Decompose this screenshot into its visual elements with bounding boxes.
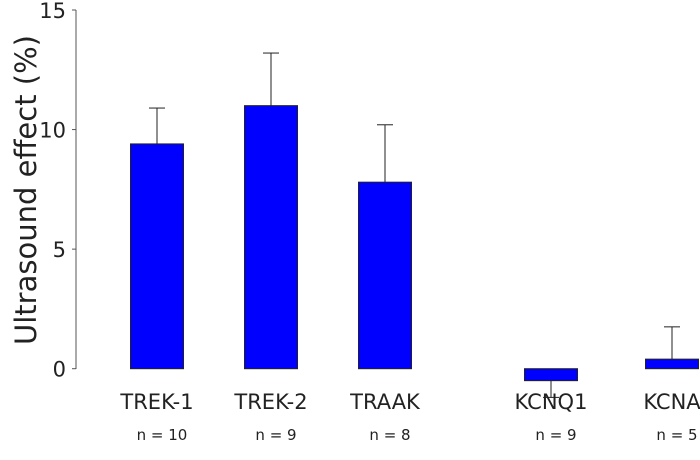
y-tick-label: 10: [39, 119, 66, 143]
category-label: KCNA: [643, 390, 700, 414]
n-label: n = 10: [137, 426, 188, 444]
bar-kcnq1: [524, 368, 578, 382]
y-axis-label: Ultrasound effect (%): [9, 35, 43, 345]
n-label: n = 5: [656, 426, 697, 444]
bar-traak: [358, 181, 412, 370]
bar-trek-2: [244, 105, 298, 370]
n-label: n = 9: [535, 426, 576, 444]
bar-kcna: [645, 358, 699, 370]
n-label: n = 9: [255, 426, 296, 444]
bar-trek-1: [130, 143, 184, 370]
y-tick-label: 15: [39, 0, 66, 23]
category-label: TRAAK: [349, 390, 421, 414]
y-tick-label: 0: [53, 358, 66, 382]
category-label: KCNQ1: [515, 390, 588, 414]
y-tick-label: 5: [53, 238, 66, 262]
category-label: TREK-1: [119, 390, 193, 414]
n-label: n = 8: [369, 426, 410, 444]
category-label: TREK-2: [233, 390, 307, 414]
